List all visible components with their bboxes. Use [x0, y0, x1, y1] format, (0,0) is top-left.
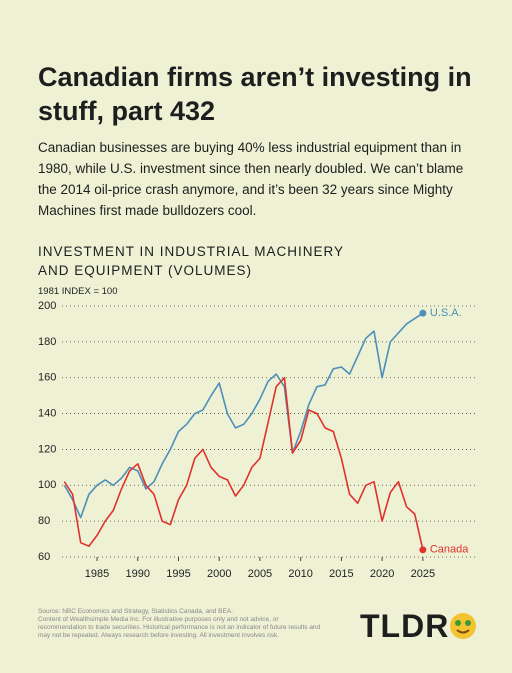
x-tick-label: 2015 — [329, 568, 353, 580]
end-point — [419, 546, 427, 554]
line — [63, 312, 424, 519]
icon-mouth — [456, 629, 470, 634]
end-point — [419, 309, 427, 317]
y-tick-label: 200 — [38, 300, 56, 312]
series-label: Canada — [430, 544, 469, 556]
x-tick-label: 1990 — [126, 568, 150, 580]
title: Canadian firms aren’t investing in stuff… — [38, 62, 472, 126]
icon-eye — [455, 620, 461, 626]
y-tick-label: 180 — [38, 336, 56, 348]
logo-icon — [450, 613, 476, 639]
chart: 60 80 100 120 140 160 180 200 1985 1990 1995 2000 20… — [38, 300, 475, 580]
x-tick-label: 1995 — [166, 568, 190, 580]
chart-title: INVESTMENT IN INDUSTRIAL MACHINERY AND E… — [38, 244, 344, 278]
disclaimer: Content of Wealthsimple Media Inc. For i… — [38, 616, 321, 639]
x-tick-label: 2020 — [370, 568, 394, 580]
y-tick-label: 120 — [38, 443, 56, 455]
x-tick-label: 2000 — [207, 568, 231, 580]
x-tick-label: 1985 — [85, 568, 109, 580]
x-tick-label: 2010 — [288, 568, 312, 580]
y-tick-label: 160 — [38, 372, 56, 384]
series-label: U.S.A. — [430, 307, 462, 319]
x-tick-label: 2025 — [411, 568, 435, 580]
y-tick-label: 80 — [38, 515, 50, 527]
y-tick-label: 60 — [38, 551, 50, 563]
subtitle: Canadian businesses are buying 40% less … — [38, 140, 464, 218]
brand-logo: TLDR — [360, 608, 450, 644]
icon-eye — [465, 620, 471, 626]
x-tick-label: 2005 — [248, 568, 272, 580]
icon-face — [450, 613, 476, 639]
line — [63, 376, 424, 550]
y-tick-label: 140 — [38, 407, 56, 419]
y-tick-label: 100 — [38, 479, 56, 491]
y-axis-label: 1981 INDEX = 100 — [38, 286, 118, 297]
source: Source: NBC Economics and Strategy, Stat… — [38, 608, 233, 615]
footnote: Source: NBC Economics and Strategy, Stat… — [38, 608, 328, 640]
